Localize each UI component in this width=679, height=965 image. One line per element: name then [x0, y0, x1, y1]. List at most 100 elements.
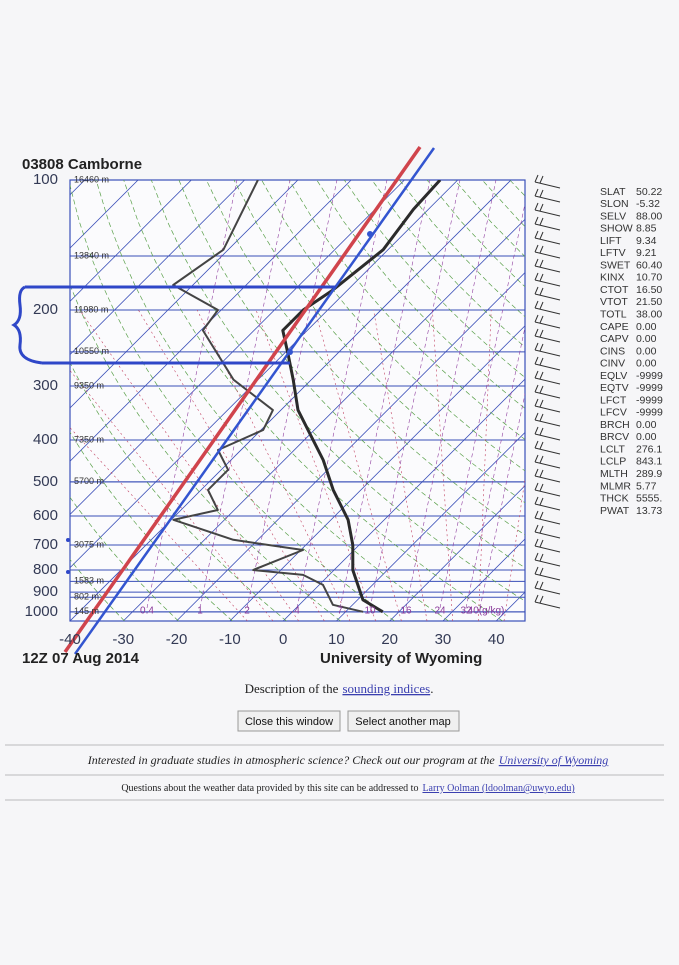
- source-label: University of Wyoming: [320, 650, 482, 667]
- x-tick-label: -10: [219, 631, 241, 648]
- index-name: CAPE: [600, 321, 629, 333]
- index-value: 16.50: [636, 284, 662, 296]
- x-tick-label: -40: [59, 631, 81, 648]
- button[interactable]: Select another map: [348, 711, 459, 731]
- mixing-ratio-label: 24: [434, 606, 446, 617]
- index-name: LIFT: [600, 235, 622, 247]
- index-value: 88.00: [636, 210, 662, 222]
- index-value: 276.1: [636, 443, 662, 455]
- height-label: 16460 m: [74, 174, 109, 184]
- index-value: -9999: [636, 370, 663, 382]
- index-value: 8.85: [636, 223, 657, 235]
- index-value: 0.00: [636, 419, 657, 431]
- index-value: 0.00: [636, 358, 657, 370]
- x-tick-label: -20: [166, 631, 188, 648]
- index-value: 843.1: [636, 456, 662, 468]
- height-label: 3075 m: [74, 539, 104, 549]
- index-value: 9.21: [636, 247, 657, 259]
- index-value: -5.32: [636, 198, 660, 210]
- height-label: 11980 m: [74, 304, 108, 314]
- index-name: SHOW: [600, 223, 633, 235]
- index-value: 5.77: [636, 480, 657, 492]
- button[interactable]: Close this window: [238, 711, 340, 731]
- mixing-ratio-label: 4: [294, 606, 300, 617]
- index-value: 10.70: [636, 272, 662, 284]
- mixing-ratio-label: 1: [197, 606, 203, 617]
- y-tick-label: 300: [33, 377, 58, 394]
- marker: [367, 231, 373, 237]
- x-tick-label: 40: [488, 631, 505, 648]
- y-tick-label: 200: [33, 301, 58, 318]
- index-value: 21.50: [636, 296, 662, 308]
- index-name: LFTV: [600, 247, 626, 259]
- height-label: 7350 m: [74, 434, 104, 444]
- promo-text: Interested in graduate studies in atmosp…: [87, 753, 496, 767]
- height-label: 13840 m: [74, 250, 109, 260]
- index-value: 9.34: [636, 235, 657, 247]
- y-tick-label: 700: [33, 536, 58, 553]
- y-tick-label: 500: [33, 473, 58, 490]
- description-end: .: [430, 681, 433, 696]
- x-tick-label: 10: [328, 631, 345, 648]
- index-name: CAPV: [600, 333, 629, 345]
- x-tick-label: -30: [112, 631, 134, 648]
- indices-link[interactable]: sounding indices: [342, 681, 430, 696]
- x-tick-label: 0: [279, 631, 287, 648]
- index-name: BRCV: [600, 431, 629, 443]
- index-name: MLTH: [600, 468, 628, 480]
- index-value: 60.40: [636, 259, 662, 271]
- contact: Questions about the weather data provide…: [121, 783, 574, 794]
- mixing-ratio-label: 10: [364, 606, 376, 617]
- index-name: BRCH: [600, 419, 630, 431]
- mixing-ratio-label: 40(g/kg): [468, 606, 505, 617]
- index-name: SLAT: [600, 186, 626, 198]
- index-name: LCLP: [600, 456, 626, 468]
- index-name: SLON: [600, 198, 629, 210]
- height-label: 10550 m: [74, 346, 109, 356]
- height-label: 145 m: [74, 606, 99, 616]
- index-name: TOTL: [600, 308, 627, 320]
- index-name: CINV: [600, 358, 625, 370]
- index-name: SWET: [600, 259, 631, 271]
- marker: [287, 349, 293, 355]
- x-tick-label: 30: [435, 631, 452, 648]
- index-name: CINS: [600, 345, 625, 357]
- index-name: VTOT: [600, 296, 628, 308]
- index-name: EQLV: [600, 370, 627, 382]
- mixing-ratio-label: 16: [400, 606, 412, 617]
- index-value: -9999: [636, 382, 663, 394]
- height-label: 1583 m: [74, 576, 104, 586]
- y-tick-label: 800: [33, 561, 58, 578]
- index-name: CTOT: [600, 284, 629, 296]
- index-value: 0.00: [636, 345, 657, 357]
- index-name: LCLT: [600, 443, 625, 455]
- index-name: KINX: [600, 272, 625, 284]
- promo: Interested in graduate studies in atmosp…: [87, 753, 609, 767]
- index-name: LFCV: [600, 407, 627, 419]
- index-name: LFCT: [600, 394, 627, 406]
- height-label: 9350 m: [74, 380, 104, 390]
- height-label: 802 m: [74, 592, 99, 602]
- index-value: 0.00: [636, 321, 657, 333]
- index-value: -9999: [636, 407, 663, 419]
- marker: [66, 570, 70, 574]
- index-value: 50.22: [636, 186, 662, 198]
- index-value: 13.73: [636, 505, 662, 517]
- marker: [66, 538, 70, 542]
- index-name: THCK: [600, 493, 629, 505]
- promo-link[interactable]: University of Wyoming: [499, 753, 609, 767]
- index-name: SELV: [600, 210, 626, 222]
- index-value: 0.00: [636, 431, 657, 443]
- button-label[interactable]: Select another map: [355, 716, 450, 728]
- contact-link[interactable]: Larry Oolman (ldoolman@uwyo.edu): [422, 783, 574, 794]
- height-label: 5700 m: [74, 476, 104, 486]
- index-name: MLMR: [600, 480, 631, 492]
- button-label[interactable]: Close this window: [245, 716, 333, 728]
- y-tick-label: 1000: [25, 603, 58, 620]
- y-tick-label: 600: [33, 507, 58, 524]
- index-value: 0.00: [636, 333, 657, 345]
- x-tick-label: 20: [381, 631, 398, 648]
- mixing-ratio-label: 7: [337, 606, 343, 617]
- y-tick-label: 900: [33, 583, 58, 600]
- y-tick-label: 400: [33, 431, 58, 448]
